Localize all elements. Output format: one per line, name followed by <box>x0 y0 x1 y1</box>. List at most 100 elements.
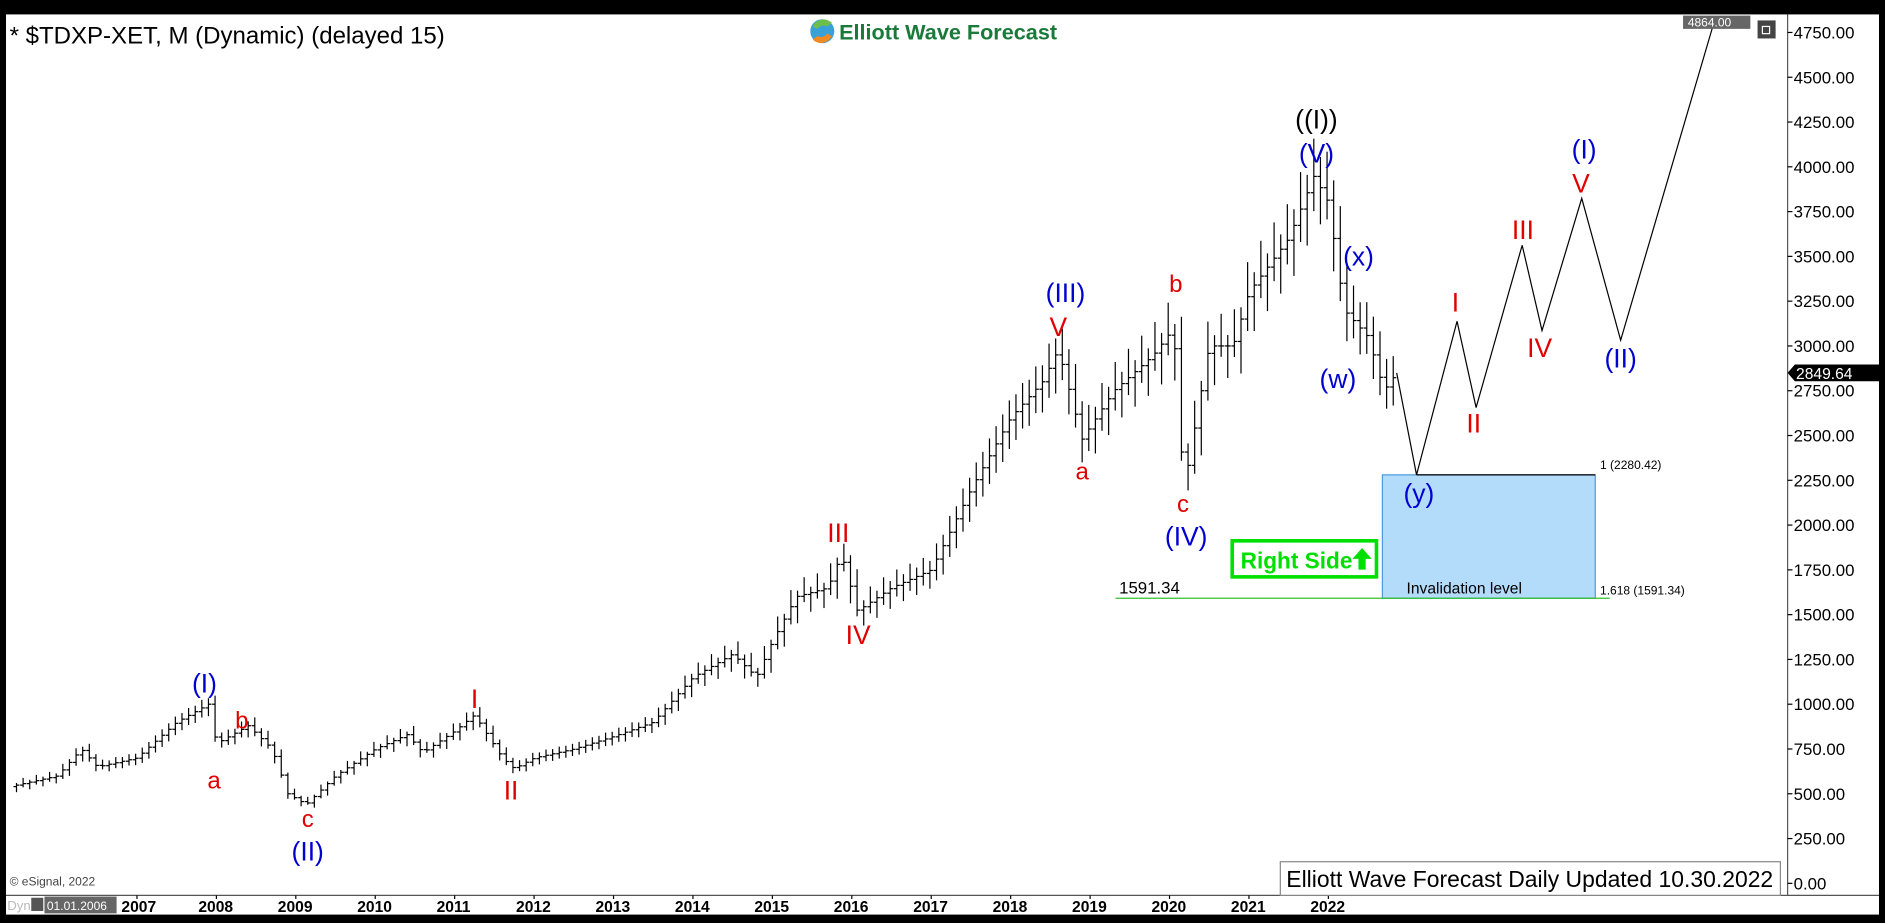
price-bar <box>1039 365 1046 413</box>
price-bar <box>145 742 152 759</box>
price-bar <box>1264 253 1271 312</box>
price-bar <box>662 703 669 725</box>
y-tick-label: 250.00 <box>1794 830 1845 849</box>
price-bar <box>417 739 424 758</box>
price-bar <box>483 718 490 742</box>
last-price-badge <box>1787 364 1879 382</box>
update-note-box: Elliott Wave Forecast Daily Updated 10.3… <box>1279 861 1782 896</box>
plot-area[interactable] <box>6 14 1788 896</box>
price-bar <box>192 705 199 723</box>
price-bar <box>99 759 106 770</box>
price-bar <box>582 739 589 753</box>
price-axis[interactable] <box>1787 14 1879 896</box>
time-axis[interactable] <box>6 895 1879 915</box>
price-bar <box>860 600 867 626</box>
price-bar <box>920 557 927 586</box>
price-bar <box>840 543 847 572</box>
price-bar <box>1178 316 1185 461</box>
wave-label: a <box>207 767 221 794</box>
price-bar <box>609 731 616 746</box>
price-bar <box>1191 400 1198 474</box>
price-bar <box>384 735 391 750</box>
price-bar <box>271 741 278 764</box>
price-bar <box>152 735 159 753</box>
price-bar <box>1383 358 1390 409</box>
price-bar <box>311 794 318 808</box>
price-bar <box>1350 285 1357 339</box>
wave-label: (V) <box>1299 138 1334 168</box>
price-bar <box>1059 328 1066 381</box>
x-tick-label: 2007 <box>121 899 156 916</box>
price-bar <box>873 590 880 618</box>
logo: Elliott Wave Forecast <box>810 19 1057 45</box>
price-bar <box>1330 180 1337 272</box>
price-bar <box>1218 313 1225 357</box>
price-bar <box>1363 302 1370 354</box>
price-bar <box>1085 404 1092 452</box>
x-tick-label: 2016 <box>834 899 869 916</box>
price-bar <box>675 688 682 712</box>
price-bar <box>807 586 814 612</box>
price-bar <box>1231 309 1238 357</box>
wave-label: c <box>1177 491 1189 518</box>
price-bar <box>344 760 351 775</box>
copyright: © eSignal, 2022 <box>10 875 96 889</box>
price-bar <box>893 569 900 597</box>
price-bar <box>172 716 179 736</box>
price-bar <box>1224 335 1231 378</box>
price-bar <box>1304 174 1311 246</box>
price-bar <box>66 759 73 776</box>
wave-label: (IV) <box>1165 522 1208 552</box>
price-bar <box>728 649 735 672</box>
price-bar <box>576 741 583 755</box>
price-bar <box>781 613 788 647</box>
price-bar <box>682 675 689 699</box>
y-tick-label: 2500.00 <box>1794 427 1855 446</box>
wave-label: III <box>827 518 849 548</box>
price-bar <box>112 757 119 769</box>
price-bar <box>1198 380 1205 456</box>
price-bar <box>999 414 1006 463</box>
price-bar <box>1390 356 1397 406</box>
price-bar <box>1211 335 1218 386</box>
price-bar <box>668 691 675 714</box>
update-note: Elliott Wave Forecast Daily Updated 10.3… <box>1286 866 1773 892</box>
y-tick-label: 0.00 <box>1794 874 1827 893</box>
price-bar <box>238 721 245 738</box>
price-bar <box>496 739 503 761</box>
price-bar <box>1145 348 1152 396</box>
price-bar <box>231 728 238 745</box>
invalidation-label: Invalidation level <box>1407 580 1522 597</box>
price-bar <box>20 777 27 788</box>
y-tick-label: 500.00 <box>1794 785 1845 804</box>
x-tick-label: 2015 <box>754 899 789 916</box>
price-bar <box>695 662 702 684</box>
wave-label: V <box>1572 168 1590 198</box>
price-bar <box>827 563 834 596</box>
price-bar <box>265 730 272 749</box>
price-bar <box>595 735 602 750</box>
price-bar <box>940 534 947 575</box>
restore-window-button[interactable] <box>1757 20 1776 39</box>
dyn-label[interactable]: Dyn <box>7 898 31 913</box>
price-bar <box>1151 321 1158 371</box>
price-bar <box>867 586 874 614</box>
price-bar <box>1092 406 1099 454</box>
price-bar <box>1237 307 1245 374</box>
price-bar <box>503 747 510 766</box>
price-bar <box>1171 323 1178 381</box>
price-bar <box>834 557 841 599</box>
price-bar <box>1317 157 1324 225</box>
price-bar <box>430 742 437 758</box>
arrow-up-icon <box>1352 548 1372 570</box>
price-bar <box>423 741 430 753</box>
price-bar <box>1065 349 1072 415</box>
wave-label: (III) <box>1046 278 1086 308</box>
x-tick-label: 2010 <box>357 899 392 916</box>
lock-icon[interactable] <box>31 897 44 911</box>
price-bar <box>357 751 364 766</box>
price-bar <box>589 737 596 751</box>
price-bar <box>913 567 920 595</box>
right-side-label: Right Side <box>1241 547 1353 573</box>
price-bar <box>456 722 463 741</box>
